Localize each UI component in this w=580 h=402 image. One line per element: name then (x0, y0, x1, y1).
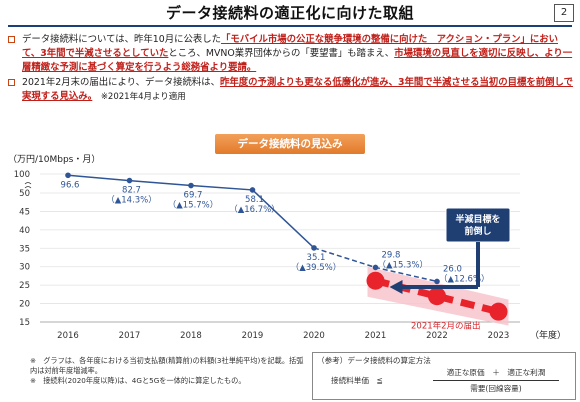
data-point-blue (434, 278, 440, 285)
y-tick-label: 25 (19, 281, 30, 291)
bullet-text: 市場環境の見直しを適切に反映し、より一層精緻な予測に基づく算定を行うよう総務省よ… (22, 48, 573, 73)
x-tick-label: 2020 (303, 331, 325, 341)
x-tick-label: 2018 (180, 331, 202, 341)
bullet-text: ※2021年4月より適用 (92, 92, 186, 102)
data-label: 69.7 (184, 191, 203, 201)
bullet-item: データ接続料については、昨年10月に公表した「モバイル市場の公正な競争環境の整備… (6, 33, 574, 75)
footnote: ※ 接続料(2020年度以降)は、4Gと5Gを一体的に算定したもの。 (30, 376, 246, 385)
data-change-label: （▲39.5%） (291, 262, 342, 273)
axis-break-mark (24, 182, 32, 189)
bullet-list: データ接続料については、昨年10月に公表した「モバイル市場の公正な競争環境の整備… (6, 33, 574, 105)
formula-header: （参考）データ接続料の算定方法 (317, 356, 431, 365)
x-tick-label: 2021 (365, 331, 387, 341)
title-divider (8, 25, 572, 27)
data-change-label: （▲12.6%） (439, 273, 490, 284)
y-tick-label: 20 (19, 300, 30, 310)
footnotes: ※ グラフは、各年度における当初支払額(精算前)の料額(3社単純平均)を記載。括… (30, 356, 310, 386)
data-label: 29.8 (382, 250, 401, 260)
fraction-bar (433, 380, 559, 381)
data-label: 82.7 (122, 186, 141, 196)
data-point-blue (126, 177, 133, 184)
data-label: 58.1 (245, 195, 264, 205)
y-tick-label: 50 (19, 189, 30, 199)
data-change-label: （▲15.3%） (378, 259, 429, 270)
data-point-blue (249, 187, 256, 193)
data-change-label: （▲15.7%） (168, 200, 219, 211)
y-tick-label: 15 (19, 318, 30, 328)
data-change-label: （▲16.7%） (229, 204, 280, 215)
y-tick-label: 45 (19, 207, 30, 217)
page-number: 2 (554, 4, 574, 22)
x-tick-label: 2022 (426, 331, 448, 341)
series-label: 2021年2月の届出 (411, 321, 481, 332)
bullet-text: 「モバイル市場の公正な競争環境の整備に向けた アクション・プラン」において、3年… (22, 34, 559, 59)
data-point-red (428, 287, 446, 306)
x-tick-label: 2016 (57, 331, 79, 341)
footnote: ※ グラフは、各年度における当初支払額(精算前)の料額(3社単純平均)を記載。括… (30, 356, 304, 375)
bullet-text: データ接続料については、昨年10月に公表した (22, 34, 221, 45)
y-tick-label: 40 (19, 226, 30, 236)
page-title: データ接続料の適正化に向けた取組 (165, 4, 414, 22)
data-point-red (489, 302, 508, 321)
data-change-label: （▲14.3%） (106, 195, 157, 206)
bullet-square-icon (8, 36, 15, 43)
x-axis-label: （年度） (530, 331, 567, 341)
data-point-blue (311, 245, 317, 251)
bullet-text: 2021年2月末の届出により、データ接続料は、 (22, 77, 221, 88)
data-label: 35.1 (307, 253, 326, 263)
formula-box: （参考）データ接続料の算定方法 接続料単価 ≦ 適正な原価 ＋ 適正な利潤 需要… (312, 352, 576, 400)
y-tick-label: 30 (19, 263, 30, 273)
arrow-left-icon (389, 279, 403, 294)
y-tick-label: 100 (14, 170, 30, 180)
formula-numerator: 適正な原価 ＋ 適正な利潤 (446, 368, 546, 377)
bullet-square-icon (8, 79, 15, 86)
formula-lhs: 接続料単価 ≦ (331, 376, 383, 385)
data-point-red (366, 271, 385, 290)
data-label: 26.0 (443, 264, 462, 274)
data-point-blue (65, 172, 71, 179)
chart-title-banner: データ接続料の見込み (215, 134, 365, 154)
bullet-item: 2021年2月末の届出により、データ接続料は、昨年度の予測よりも更なる低廉化が進… (6, 76, 574, 104)
data-label: 96.6 (61, 180, 80, 190)
y-tick-label: 35 (19, 244, 30, 254)
data-point-blue (188, 182, 194, 189)
bullet-text: 昨年度の予測よりも更なる低廉化が進み、3年間で半減させる当初の目標を前倒しで実現… (22, 77, 573, 102)
bullet-text: ところ、MVNO業界団体からの「要望書」も踏まえ、 (168, 48, 395, 59)
x-tick-label: 2017 (119, 331, 141, 341)
callout-text: 前倒し (464, 225, 491, 237)
x-tick-label: 2023 (488, 331, 510, 341)
y-axis-label: （万円/10Mbps・月） (8, 155, 101, 165)
callout-text: 半減目標を (455, 213, 500, 225)
formula-denominator: 需要(回線容量) (470, 384, 522, 393)
data-point-blue (372, 264, 379, 271)
x-tick-label: 2019 (242, 331, 264, 341)
